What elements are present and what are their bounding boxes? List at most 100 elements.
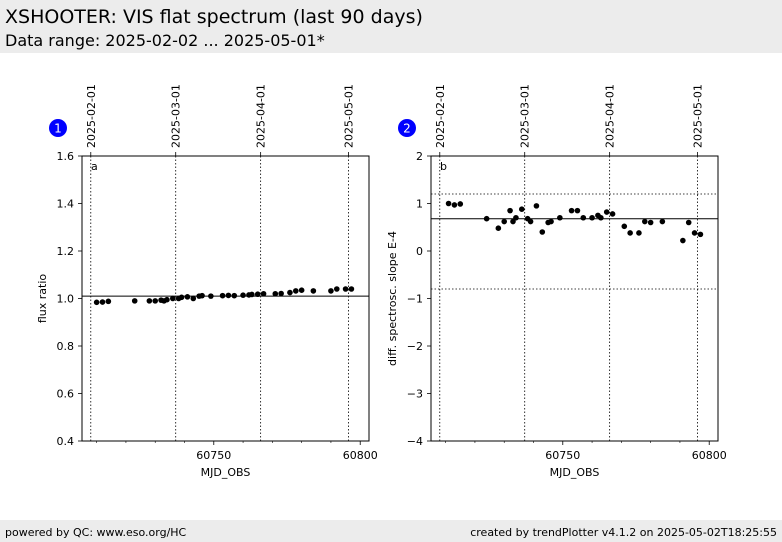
- panel-1-data-point: [208, 293, 214, 299]
- panel-1-ytick-label: 1.2: [57, 245, 75, 258]
- panel-1-data-point: [298, 287, 305, 293]
- panel-1: 1 2025-02-01 2025-03-01 2025-04-01 2025-05-0…: [36, 84, 378, 479]
- panel-2-data-point: [641, 218, 648, 225]
- footer-generator: created by trendPlotter v4.1.2 on 2025-0…: [470, 526, 777, 539]
- panel-1-axes-frame: [81, 155, 370, 442]
- panel-1-data-point: [152, 298, 159, 304]
- panel-1-data-point: [164, 296, 170, 303]
- panel-2-date-label: 2025-05-01: [692, 84, 705, 148]
- panel-1-date-label: 2025-02-01: [85, 84, 98, 148]
- panel-1-data-point: [190, 295, 197, 302]
- panel-2-data-point: [533, 203, 540, 209]
- panel-1-data-point: [254, 291, 261, 298]
- panel-2-ytick-label: −1: [407, 293, 423, 306]
- panel-2-data-point: [510, 218, 516, 225]
- panel-1-ytick-label: 0.4: [57, 435, 75, 448]
- panel-2-data-point: [647, 219, 654, 226]
- panel-1-badge-label: 1: [54, 122, 62, 136]
- panel-1-data-point: [199, 292, 205, 299]
- header-band: XSHOOTER: VIS flat spectrum (last 90 day…: [0, 0, 782, 53]
- panel-1-xtick-label: 60800: [343, 449, 378, 462]
- panel-1-ytick-label: 1.0: [57, 293, 75, 306]
- panel-2-ytick-label: 0: [416, 245, 423, 258]
- panel-1-data-point: [169, 295, 176, 302]
- panel-2-xtick-label: 60750: [545, 449, 580, 462]
- panel-1-data-point: [348, 286, 355, 292]
- panel-2-badge: [398, 119, 416, 137]
- panel-1-data-point: [146, 298, 153, 304]
- panel-1-data-point: [333, 286, 340, 292]
- panel-2-xtick-label: 60800: [692, 449, 727, 462]
- page-title: XSHOOTER: VIS flat spectrum (last 90 day…: [5, 6, 423, 28]
- panel-2-data-point: [539, 229, 546, 235]
- panel-1-ylabel: flux ratio: [36, 274, 49, 324]
- panel-2-axes-frame: [430, 155, 719, 442]
- panel-1-data-point: [225, 292, 232, 299]
- panel-1-ytick-label: 0.6: [57, 388, 75, 401]
- panel-2-date-label: 2025-03-01: [519, 84, 532, 148]
- panel-1-data-point: [99, 299, 106, 305]
- panel-2-ytick-label: −2: [407, 340, 423, 353]
- panel-2-badge-label: 2: [403, 122, 411, 136]
- panel-2-data-point: [451, 202, 458, 208]
- panel-1-data-point: [184, 294, 191, 300]
- panel-1-corner-label: a: [91, 160, 98, 173]
- panel-1-data-point: [231, 292, 238, 299]
- panel-1-xtick-label: 60750: [196, 449, 231, 462]
- panel-1-badge: [49, 119, 67, 137]
- panel-2-data-point: [501, 218, 508, 225]
- panel-2-data-point: [691, 230, 698, 236]
- data-range-subtitle: Data range: 2025-02-02 ... 2025-05-01*: [5, 31, 325, 50]
- panel-1-ytick-label: 1.4: [57, 198, 75, 211]
- panel-2-data-point: [580, 214, 587, 221]
- panel-2-data-point: [697, 231, 704, 238]
- panel-2: 2 2025-02-01 2025-03-01 2025-04-01 2025-05-0…: [386, 84, 727, 479]
- panel-1-date-label: 2025-03-01: [170, 84, 183, 148]
- panel-1-data-point: [292, 288, 299, 294]
- panel-2-data-point: [609, 211, 616, 217]
- panel-2-data-point: [495, 225, 502, 231]
- panel-1-date-label: 2025-05-01: [343, 84, 356, 148]
- panel-2-data-point: [518, 206, 525, 212]
- panel-1-data-point: [328, 288, 334, 294]
- panel-2-data-point: [483, 215, 490, 222]
- panel-2-data-point: [445, 200, 452, 207]
- panel-2-corner-label: b: [440, 160, 447, 173]
- panel-2-ytick-label: −3: [407, 388, 423, 401]
- panel-2-data-point: [603, 209, 610, 215]
- panel-2-date-label: 2025-04-01: [604, 84, 617, 148]
- panel-2-ylabel: diff. spectrosc. slope E-4: [386, 231, 399, 366]
- footer-credit[interactable]: powered by QC: www.eso.org/HC: [5, 526, 187, 539]
- panel-1-data-point: [310, 288, 317, 294]
- panel-1-data-point: [240, 292, 246, 298]
- panel-2-data-point: [574, 207, 581, 214]
- panel-2-data-point: [557, 214, 563, 221]
- panel-2-data-point: [548, 218, 554, 225]
- panel-2-data-point: [685, 219, 692, 226]
- panel-2-data-point: [636, 230, 642, 236]
- panel-2-date-label: 2025-02-01: [434, 84, 447, 148]
- panel-2-data-point: [457, 201, 464, 207]
- panel-2-data-point: [680, 237, 686, 244]
- panel-2-ytick-label: 2: [416, 150, 423, 163]
- panel-1-data-point: [131, 298, 138, 304]
- panel-2-data-point: [513, 214, 519, 221]
- panel-2-data-point: [589, 214, 595, 221]
- panel-1-data-point: [342, 286, 349, 292]
- panel-1-xlabel: MJD_OBS: [201, 466, 251, 479]
- panel-1-ytick-label: 1.6: [57, 150, 75, 163]
- panel-2-data-point: [568, 207, 575, 214]
- panel-2-data-point: [659, 218, 666, 225]
- panel-2-data-point: [598, 214, 604, 221]
- panel-1-data-point: [93, 299, 100, 306]
- panel-2-ytick-label: 1: [416, 198, 423, 211]
- panel-2-data-point: [507, 207, 513, 214]
- panel-1-data-point: [219, 292, 226, 299]
- panel-2-data-point: [621, 223, 628, 230]
- panel-2-data-point: [527, 218, 534, 225]
- panel-1-ytick-label: 0.8: [57, 340, 75, 353]
- panel-1-data-point: [105, 298, 112, 305]
- panel-1-data-point: [249, 291, 255, 298]
- panel-1-data-point: [278, 290, 284, 297]
